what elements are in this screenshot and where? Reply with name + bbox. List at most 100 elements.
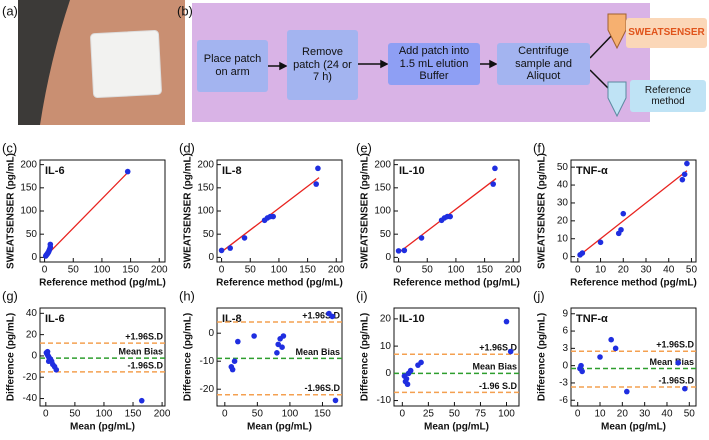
plot-frame: [393, 307, 520, 407]
reference-label: -1.96S.D: [304, 383, 340, 393]
tube-icon: [607, 81, 627, 118]
point: [329, 313, 336, 320]
y-tick-label: -6: [559, 395, 568, 406]
point: [45, 358, 52, 365]
y-tick-label: 150: [197, 182, 214, 193]
y-tick-label: 9: [562, 308, 568, 319]
y-tick-label: 200: [20, 159, 37, 170]
point: [313, 181, 319, 187]
x-tick-label: 150: [125, 409, 142, 420]
chart-title: IL-8: [222, 165, 242, 177]
point: [578, 362, 584, 369]
x-tick-label: 0: [575, 409, 581, 420]
point: [681, 171, 688, 178]
x-tick-label: 200: [328, 265, 345, 276]
chart-title: TNF-α: [576, 165, 608, 177]
point: [53, 366, 60, 373]
point: [227, 245, 233, 251]
y-tick-label: 150: [374, 182, 391, 193]
chart-title: IL-10: [399, 165, 425, 177]
point: [138, 397, 145, 404]
chart-title: TNF-α: [576, 313, 608, 325]
y-tick-label: 0: [385, 368, 391, 379]
x-tick-label: 20: [618, 265, 630, 276]
point: [503, 318, 510, 325]
y-tick-label: 50: [26, 229, 38, 240]
fit-line: [577, 170, 688, 258]
reference-label: -1.96S.D: [127, 360, 163, 370]
reference-label: +1.96S.D: [656, 340, 694, 350]
x-tick-label: 50: [422, 265, 434, 276]
x-tick-label: 40: [663, 265, 675, 276]
panel-label: (b): [177, 3, 193, 18]
reference-label: +1.96S.D: [302, 310, 340, 320]
chart-title: IL-10: [399, 313, 425, 325]
point: [44, 348, 51, 355]
x-tick-label: 10: [595, 265, 607, 276]
x-tick-label: 0: [396, 265, 402, 276]
y-axis-label: SWEATSENSER (pg/mL): [537, 153, 548, 269]
x-tick-label: 30: [639, 409, 651, 420]
point: [679, 176, 686, 183]
panel-label: (e): [356, 140, 372, 155]
x-tick-label: 50: [686, 265, 698, 276]
x-tick-label: 200: [154, 409, 171, 420]
x-tick-label: 100: [448, 265, 465, 276]
y-tick-label: 20: [380, 314, 392, 325]
x-axis-label: Reference method (pg/mL): [39, 278, 166, 289]
y-tick-label: 50: [557, 162, 569, 173]
output-box: Reference method: [630, 80, 706, 112]
reference-label: +1.96S.D: [125, 332, 163, 342]
point: [403, 375, 410, 382]
reference-label: Mean Bias: [472, 362, 517, 372]
point: [620, 210, 627, 217]
tube-icon: [607, 13, 627, 50]
reference-label: Mean Bias: [118, 346, 163, 356]
reference-label: Mean Bias: [295, 347, 340, 357]
output-box: SWEATSENSER: [626, 18, 707, 48]
y-tick-label: 0: [385, 252, 391, 263]
y-tick-label: 0: [31, 252, 37, 263]
x-tick-label: 100: [282, 409, 299, 420]
x-tick-label: 100: [96, 409, 113, 420]
point: [404, 381, 411, 388]
point: [279, 344, 285, 351]
chart-title: IL-8: [222, 313, 242, 325]
point: [579, 368, 585, 375]
y-tick-label: 150: [20, 182, 37, 193]
x-tick-label: 100: [271, 265, 288, 276]
y-tick-label: -20: [23, 372, 38, 383]
point: [274, 350, 280, 356]
point: [47, 241, 54, 248]
plot-frame: [570, 307, 697, 407]
x-tick-label: 50: [69, 409, 81, 420]
reference-label: -1.96S.D: [658, 375, 694, 385]
x-tick-label: 0: [575, 265, 581, 276]
point: [124, 168, 131, 175]
x-tick-label: 150: [299, 265, 316, 276]
x-tick-label: 150: [476, 265, 493, 276]
x-tick-label: 40: [661, 409, 673, 420]
step-box: Add patch into 1.5 mL elution Buffer: [388, 43, 480, 85]
point: [447, 213, 453, 220]
point: [507, 348, 514, 355]
plot-frame: [216, 307, 343, 407]
x-tick-label: 100: [94, 265, 111, 276]
y-tick-label: 30: [557, 198, 569, 209]
x-tick-label: 50: [252, 409, 264, 420]
y-tick-label: 40: [26, 308, 38, 319]
x-tick-label: 0: [400, 409, 406, 420]
fit-line: [44, 172, 129, 258]
y-axis-label: Difference (pg/mL): [360, 313, 371, 401]
point: [418, 359, 424, 366]
y-axis-label: Difference (pg/mL): [537, 313, 548, 401]
y-tick-label: 0: [562, 360, 568, 371]
x-axis-label: Reference method (pg/mL): [570, 278, 697, 289]
plot-frame: [570, 159, 697, 263]
point: [597, 239, 604, 246]
y-tick-label: 10: [557, 233, 569, 244]
x-tick-label: 200: [505, 265, 522, 276]
point: [490, 181, 496, 187]
y-tick-label: 10: [380, 341, 392, 352]
